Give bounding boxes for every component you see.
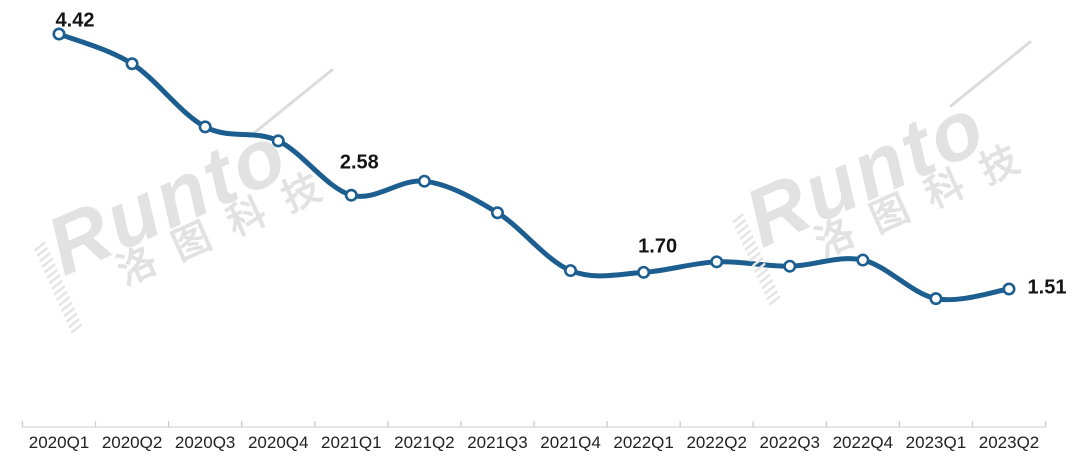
x-axis-label-2022Q1: 2022Q1 (613, 433, 674, 452)
data-point-marker-2023Q1 (929, 292, 943, 306)
x-axis-label-2023Q1: 2023Q1 (905, 433, 967, 452)
x-axis-label-2020Q3: 2020Q3 (174, 433, 236, 452)
data-point-marker-2020Q4 (271, 134, 285, 148)
data-point-marker-2021Q2 (417, 174, 431, 188)
data-point-marker-2020Q2 (125, 57, 139, 71)
x-axis-label-2022Q3: 2022Q3 (759, 433, 821, 452)
x-axis-label-2023Q2: 2023Q2 (978, 433, 1040, 452)
x-axis-label-2020Q4: 2020Q4 (247, 433, 309, 452)
data-point-marker-2023Q2 (1002, 282, 1016, 296)
data-point-marker-2022Q2 (710, 255, 724, 269)
data-point-marker-2021Q3 (490, 206, 504, 220)
x-axis-label-2021Q3: 2021Q3 (467, 433, 528, 452)
x-axis-label-2021Q2: 2021Q2 (394, 433, 455, 452)
x-axis-label-2022Q4: 2022Q4 (832, 433, 894, 452)
x-axis-label-2021Q4: 2021Q4 (540, 433, 601, 452)
data-point-marker-2020Q3 (198, 120, 212, 134)
x-axis-label-2022Q2: 2022Q2 (686, 433, 747, 452)
line-series (56, 31, 1012, 303)
data-point-marker-2022Q3 (783, 259, 797, 273)
data-point-marker-2021Q4 (564, 264, 578, 278)
x-axis-label-2020Q1: 2020Q1 (28, 433, 90, 452)
data-point-marker-2020Q1 (52, 27, 66, 41)
data-point-marker-2021Q1 (344, 188, 358, 202)
data-point-marker-2022Q1 (637, 265, 651, 279)
data-point-marker-2022Q4 (856, 253, 870, 267)
x-axis-label-2020Q2: 2020Q2 (101, 433, 163, 452)
x-axis-label-2021Q1: 2021Q1 (321, 433, 382, 452)
